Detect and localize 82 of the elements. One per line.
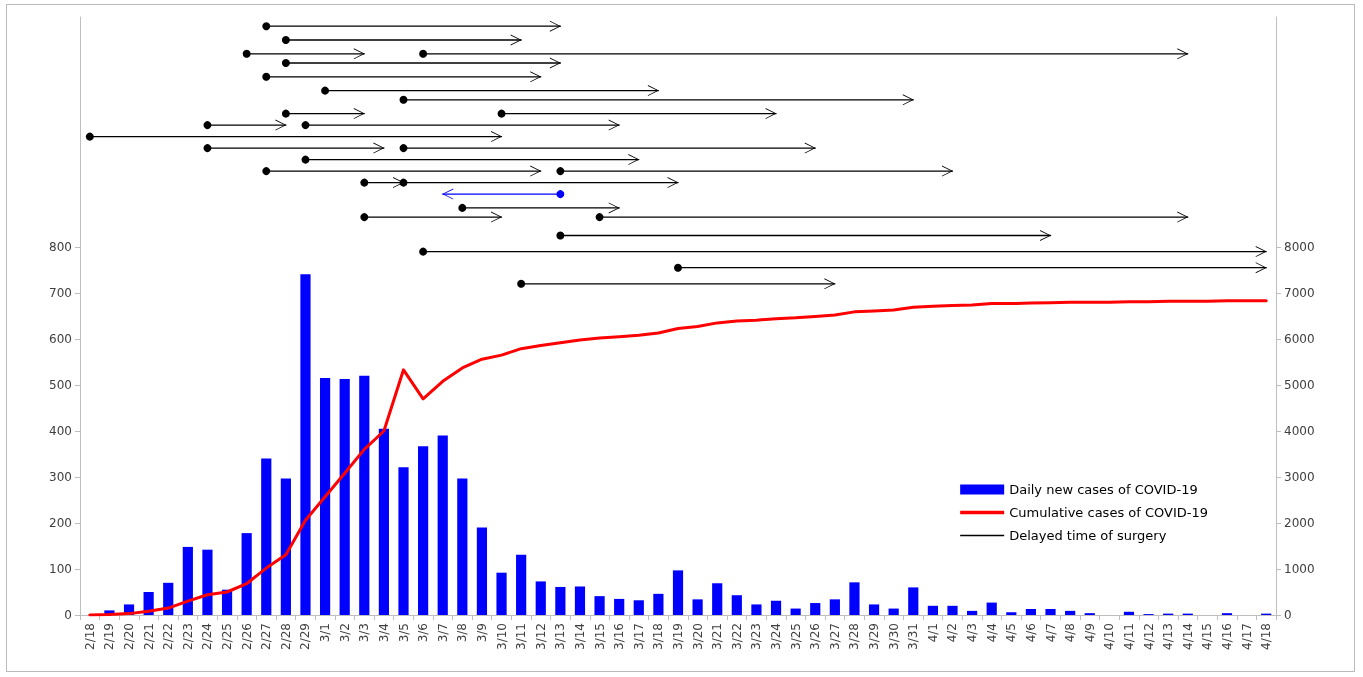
x-tick-label: 4/13 — [1161, 623, 1176, 650]
x-tick-label: 3/7 — [435, 623, 450, 643]
x-tick-label: 3/26 — [808, 623, 823, 650]
x-tick-label: 3/22 — [729, 623, 744, 650]
x-tick-label: 3/28 — [847, 623, 862, 650]
x-tick-label: 3/20 — [690, 623, 705, 650]
x-tick-label: 2/25 — [220, 623, 235, 650]
y-tick-label: 200 — [49, 516, 72, 530]
x-tick-label: 3/23 — [749, 623, 764, 650]
x-tick-label: 2/29 — [298, 623, 313, 650]
y2-tick-label: 2000 — [1284, 516, 1315, 530]
x-tick-label: 4/6 — [1023, 623, 1038, 643]
y2-tick-label: 0 — [1284, 608, 1292, 622]
x-tick-label: 4/3 — [965, 623, 980, 643]
y-tick-label: 600 — [49, 332, 72, 346]
x-tick-label: 3/27 — [827, 623, 842, 650]
y2-tick-label: 7000 — [1284, 286, 1315, 300]
x-tick-label: 4/5 — [1004, 623, 1019, 643]
x-tick-label: 3/6 — [416, 623, 431, 643]
x-tick-label: 3/10 — [494, 623, 509, 650]
y2-tick-label: 5000 — [1284, 378, 1315, 392]
y-tick-label: 700 — [49, 286, 72, 300]
y-tick-label: 300 — [49, 470, 72, 484]
legend-label: Cumulative cases of COVID-19 — [1009, 505, 1209, 520]
x-tick-label: 4/4 — [984, 623, 999, 643]
x-tick-label: 2/22 — [161, 623, 176, 650]
x-tick-label: 2/21 — [141, 623, 156, 650]
x-tick-label: 4/2 — [945, 623, 960, 643]
y-tick-label: 400 — [49, 424, 72, 438]
x-tick-label: 2/24 — [200, 623, 215, 650]
x-tick-label: 3/12 — [533, 623, 548, 650]
y2-tick-label: 8000 — [1284, 240, 1315, 254]
x-tick-label: 3/13 — [553, 623, 568, 650]
x-tick-label: 3/14 — [572, 623, 587, 650]
legend-label: Daily new cases of COVID-19 — [1009, 482, 1198, 497]
x-tick-label: 2/27 — [259, 623, 274, 650]
x-tick-label: 3/9 — [474, 623, 489, 643]
x-tick-label: 2/28 — [278, 623, 293, 650]
x-tick-label: 3/2 — [337, 623, 352, 643]
x-tick-label: 2/18 — [82, 623, 97, 650]
x-tick-label: 4/17 — [1239, 623, 1254, 650]
x-tick-label: 3/29 — [867, 623, 882, 650]
x-tick-label: 3/1 — [318, 623, 333, 643]
x-tick-label: 4/7 — [1043, 623, 1058, 643]
x-tick-label: 3/8 — [455, 623, 470, 643]
x-tick-label: 2/19 — [102, 623, 117, 650]
x-tick-label: 3/25 — [788, 623, 803, 650]
x-tick-label: 3/31 — [906, 623, 921, 650]
x-tick-label: 4/8 — [1063, 623, 1078, 643]
x-tick-label: 3/11 — [514, 623, 529, 650]
x-tick-label: 4/15 — [1200, 623, 1215, 650]
x-tick-label: 2/26 — [239, 623, 254, 650]
y-tick-label: 500 — [49, 378, 72, 392]
x-tick-label: 3/19 — [671, 623, 685, 650]
x-tick-label: 4/16 — [1219, 623, 1234, 650]
x-tick-label: 4/10 — [1102, 623, 1117, 650]
y-tick-label: 0 — [64, 608, 72, 622]
y2-tick-label: 3000 — [1284, 470, 1315, 484]
x-tick-label: 3/21 — [710, 623, 725, 650]
x-tick-label: 3/24 — [769, 623, 784, 650]
legend-label: Delayed time of surgery — [1009, 528, 1167, 543]
x-tick-label: 3/5 — [396, 623, 411, 643]
y2-tick-label: 6000 — [1284, 332, 1315, 346]
x-tick-label: 3/18 — [651, 623, 666, 650]
y2-tick-label: 4000 — [1284, 424, 1315, 438]
x-tick-label: 4/1 — [925, 623, 940, 643]
x-tick-label: 3/17 — [631, 623, 646, 650]
x-tick-label: 4/9 — [1082, 623, 1097, 643]
x-tick-label: 2/20 — [122, 623, 137, 650]
y-tick-label: 100 — [49, 562, 72, 576]
y2-tick-label: 1000 — [1284, 562, 1315, 576]
x-tick-label: 4/11 — [1121, 623, 1136, 650]
x-tick-label: 3/15 — [592, 623, 607, 650]
x-tick-label: 3/30 — [886, 623, 901, 650]
x-tick-label: 4/14 — [1180, 623, 1195, 650]
y-tick-label: 800 — [49, 240, 72, 254]
x-tick-label: 4/12 — [1141, 623, 1156, 650]
x-tick-label: 3/16 — [612, 623, 627, 650]
x-tick-label: 4/18 — [1259, 623, 1274, 650]
x-tick-label: 3/4 — [376, 623, 391, 643]
x-tick-label: 2/23 — [180, 623, 195, 650]
x-tick-label: 3/3 — [357, 623, 372, 643]
